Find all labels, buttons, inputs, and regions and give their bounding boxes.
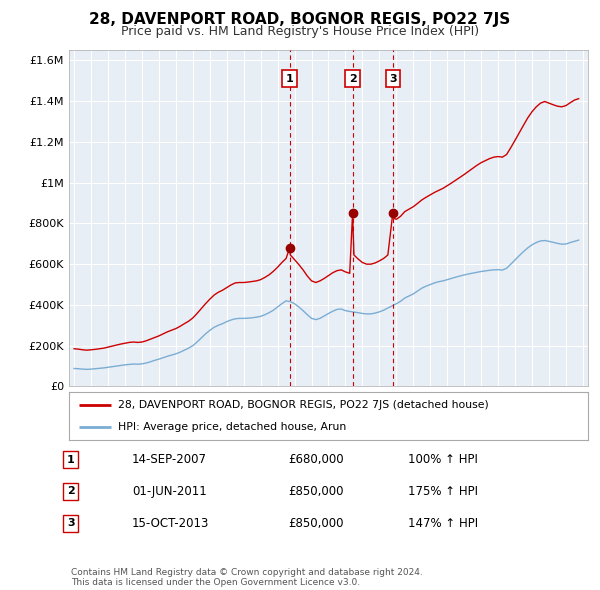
Text: 14-SEP-2007: 14-SEP-2007 [132, 453, 207, 466]
Text: 3: 3 [67, 519, 74, 528]
Text: 2: 2 [349, 74, 356, 84]
Text: 2: 2 [67, 487, 74, 496]
Text: This data is licensed under the Open Government Licence v3.0.: This data is licensed under the Open Gov… [71, 578, 360, 587]
Text: 1: 1 [286, 74, 293, 84]
Text: 28, DAVENPORT ROAD, BOGNOR REGIS, PO22 7JS (detached house): 28, DAVENPORT ROAD, BOGNOR REGIS, PO22 7… [118, 400, 489, 410]
Text: £850,000: £850,000 [288, 485, 343, 498]
Text: 147% ↑ HPI: 147% ↑ HPI [408, 517, 478, 530]
Text: HPI: Average price, detached house, Arun: HPI: Average price, detached house, Arun [118, 422, 347, 432]
Text: 1: 1 [67, 455, 74, 464]
Text: Price paid vs. HM Land Registry's House Price Index (HPI): Price paid vs. HM Land Registry's House … [121, 25, 479, 38]
Text: £680,000: £680,000 [288, 453, 344, 466]
Text: 15-OCT-2013: 15-OCT-2013 [132, 517, 209, 530]
Text: 175% ↑ HPI: 175% ↑ HPI [408, 485, 478, 498]
Text: 28, DAVENPORT ROAD, BOGNOR REGIS, PO22 7JS: 28, DAVENPORT ROAD, BOGNOR REGIS, PO22 7… [89, 12, 511, 27]
Text: 3: 3 [389, 74, 397, 84]
Text: 01-JUN-2011: 01-JUN-2011 [132, 485, 207, 498]
Text: Contains HM Land Registry data © Crown copyright and database right 2024.: Contains HM Land Registry data © Crown c… [71, 568, 422, 576]
Text: £850,000: £850,000 [288, 517, 343, 530]
Text: 100% ↑ HPI: 100% ↑ HPI [408, 453, 478, 466]
